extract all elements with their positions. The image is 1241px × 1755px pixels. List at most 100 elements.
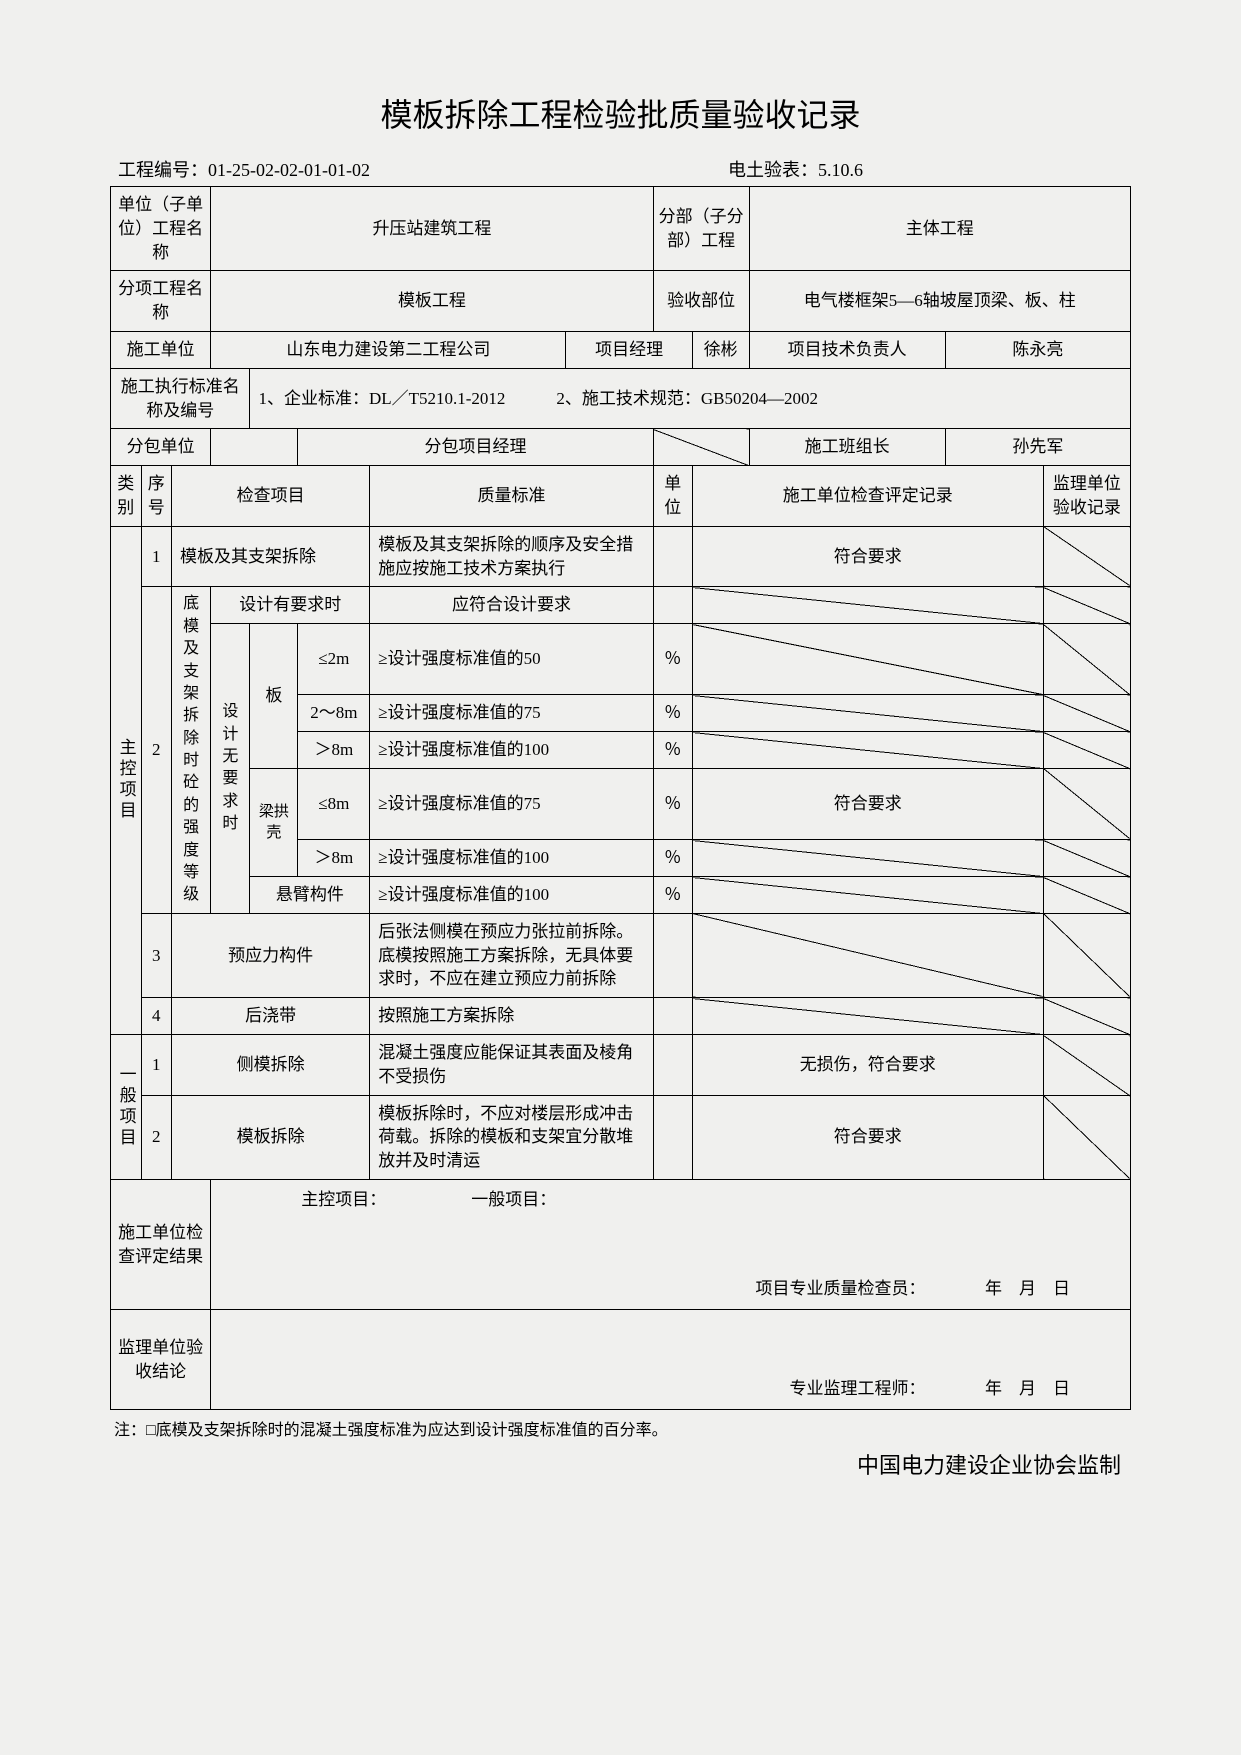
sub-label: 分项工程名称 [111, 271, 211, 332]
main-row-1: 主控项目 1 模板及其支架拆除 模板及其支架拆除的顺序及安全措施应按施工技术方案… [111, 526, 1131, 587]
r2-b2: ＞8m [298, 840, 370, 877]
page-title: 模板拆除工程检验批质量验收记录 [110, 90, 1131, 136]
sub-unit-value [211, 429, 298, 466]
r2-b1u: ％ [653, 768, 692, 839]
th-item: 检查项目 [172, 466, 370, 527]
pm-value: 徐彬 [692, 331, 749, 368]
r2-b2rec [692, 840, 1043, 877]
th-category: 类别 [111, 466, 142, 527]
r2-p1u: ％ [653, 624, 692, 695]
r4-no: 4 [141, 998, 172, 1035]
r2-c1u [653, 587, 692, 624]
header-row-3: 施工单位 山东电力建设第二工程公司 项目经理 徐彬 项目技术负责人 陈永亮 [111, 331, 1131, 368]
tech-value: 陈永亮 [945, 331, 1130, 368]
main-row-2a: 2 底模及支架拆除时砼的强度等级 设计有要求时 应符合设计要求 [111, 587, 1131, 624]
division-value: 主体工程 [749, 187, 1130, 271]
r2-p2: 2～8m [298, 695, 370, 732]
g2-sup [1043, 1095, 1130, 1179]
inspection-table: 单位（子单位）工程名称 升压站建筑工程 分部（子分部）工程 主体工程 分项工程名… [110, 186, 1131, 1410]
g2-item: 模板拆除 [172, 1095, 370, 1179]
r2-no: 2 [141, 587, 172, 913]
r2-cantrec [692, 877, 1043, 914]
r2-b2s: ≥设计强度标准值的100 [370, 840, 653, 877]
r2-p1s: ≥设计强度标准值的50 [370, 624, 653, 695]
r2-p2sup [1043, 695, 1130, 732]
contractor-value: 山东电力建设第二工程公司 [211, 331, 566, 368]
g1-item: 侧模拆除 [172, 1035, 370, 1096]
g2-unit [653, 1095, 692, 1179]
r2-c1sup [1043, 587, 1130, 624]
main-row-4: 4 后浇带 按照施工方案拆除 [111, 998, 1131, 1035]
result-content: 主控项目： 一般项目： 项目专业质量检查员： 年 月 日 [211, 1180, 1131, 1310]
main-category: 主控项目 [111, 526, 142, 1034]
r2-p3: ＞8m [298, 732, 370, 769]
r2-p3rec [692, 732, 1043, 769]
r4-unit [653, 998, 692, 1035]
team-leader-label: 施工班组长 [749, 429, 945, 466]
pm-label: 项目经理 [566, 331, 692, 368]
g1-std: 混凝土强度应能保证其表面及棱角不受损伤 [370, 1035, 653, 1096]
r2-plate: 板 [250, 624, 298, 769]
g2-rec: 符合要求 [692, 1095, 1043, 1179]
result-label: 施工单位检查评定结果 [111, 1180, 211, 1310]
team-leader-value: 孙先军 [945, 429, 1130, 466]
sub-pm-label: 分包项目经理 [298, 429, 653, 466]
accept-part-label: 验收部位 [653, 271, 749, 332]
r1-super [1043, 526, 1130, 587]
g2-std: 模板拆除时，不应对楼层形成冲击荷载。拆除的模板和支架宜分散堆放并及时清运 [370, 1095, 653, 1179]
r1-item: 模板及其支架拆除 [172, 526, 370, 587]
gen-row-1: 一般项目 1 侧模拆除 混凝土强度应能保证其表面及棱角不受损伤 无损伤，符合要求 [111, 1035, 1131, 1096]
r2-b1: ≤8m [298, 768, 370, 839]
r2-p2rec [692, 695, 1043, 732]
result-main: 主控项目： [301, 1188, 386, 1212]
r3-sup [1043, 913, 1130, 997]
main-row-3: 3 预应力构件 后张法侧模在预应力张拉前拆除。底模按照施工方案拆除，无具体要求时… [111, 913, 1131, 997]
header-row-5: 分包单位 分包项目经理 施工班组长 孙先军 [111, 429, 1131, 466]
footnote: 注：□底模及支架拆除时的混凝土强度标准为应达到设计强度标准值的百分率。 [110, 1416, 1131, 1440]
r2-p3s: ≥设计强度标准值的100 [370, 732, 653, 769]
gen-row-2: 2 模板拆除 模板拆除时，不应对楼层形成冲击荷载。拆除的模板和支架宜分散堆放并及… [111, 1095, 1131, 1179]
g2-no: 2 [141, 1095, 172, 1179]
th-record: 施工单位检查评定记录 [692, 466, 1043, 527]
header-row-1: 单位（子单位）工程名称 升压站建筑工程 分部（子分部）工程 主体工程 [111, 187, 1131, 271]
r2-p1rec [692, 624, 1043, 695]
r1-std: 模板及其支架拆除的顺序及安全措施应按施工技术方案执行 [370, 526, 653, 587]
r4-sup [1043, 998, 1130, 1035]
th-supervision: 监理单位验收记录 [1043, 466, 1130, 527]
conclusion-content: 专业监理工程师： 年 月 日 [211, 1310, 1131, 1410]
r2-cantsup [1043, 877, 1130, 914]
r2-p2u: ％ [653, 695, 692, 732]
conclusion-label: 监理单位验收结论 [111, 1310, 211, 1410]
r3-std: 后张法侧模在预应力张拉前拆除。底模按照施工方案拆除，无具体要求时，不应在建立预应… [370, 913, 653, 997]
r1-unit [653, 526, 692, 587]
r4-item: 后浇带 [172, 998, 370, 1035]
r2-b1s: ≥设计强度标准值的75 [370, 768, 653, 839]
header-row-4: 施工执行标准名称及编号 1、企业标准：DL／T5210.1-2012 2、施工技… [111, 368, 1131, 429]
r1-no: 1 [141, 526, 172, 587]
accept-part-value: 电气楼框架5—6轴坡屋顶梁、板、柱 [749, 271, 1130, 332]
th-standard: 质量标准 [370, 466, 653, 527]
conclusion-row: 监理单位验收结论 专业监理工程师： 年 月 日 [111, 1310, 1131, 1410]
r2-item: 底模及支架拆除时砼的强度等级 [172, 587, 211, 913]
std-value: 1、企业标准：DL／T5210.1-2012 2、施工技术规范：GB50204—… [250, 368, 1131, 429]
r3-item: 预应力构件 [172, 913, 370, 997]
result-gen: 一般项目： [471, 1188, 556, 1212]
r1-rec: 符合要求 [692, 526, 1043, 587]
r2-b1sup [1043, 768, 1130, 839]
r2-p3sup [1043, 732, 1130, 769]
r2-cantu: ％ [653, 877, 692, 914]
table-header-row: 类别 序号 检查项目 质量标准 单位 施工单位检查评定记录 监理单位验收记录 [111, 466, 1131, 527]
sub-unit-label: 分包单位 [111, 429, 211, 466]
r3-rec [692, 913, 1043, 997]
r2-p1sup [1043, 624, 1130, 695]
sub-value: 模板工程 [211, 271, 653, 332]
r2-b2u: ％ [653, 840, 692, 877]
r2-p1: ≤2m [298, 624, 370, 695]
r3-no: 3 [141, 913, 172, 997]
main-row-2b: 设计无要求时 板 ≤2m ≥设计强度标准值的50 ％ [111, 624, 1131, 695]
unit-value: 升压站建筑工程 [211, 187, 653, 271]
gen-category: 一般项目 [111, 1035, 142, 1180]
r2-c2: 设计无要求时 [211, 624, 250, 914]
result-row: 施工单位检查评定结果 主控项目： 一般项目： 项目专业质量检查员： 年 月 日 [111, 1180, 1131, 1310]
std-label: 施工执行标准名称及编号 [111, 368, 250, 429]
